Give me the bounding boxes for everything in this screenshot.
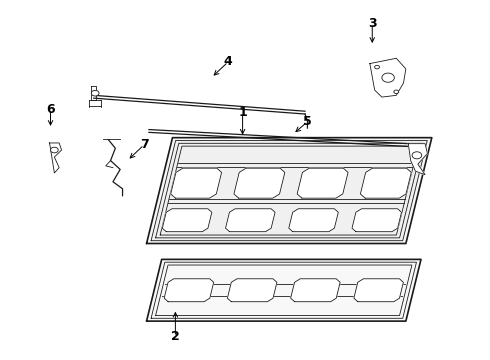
Polygon shape — [147, 138, 432, 243]
Circle shape — [382, 73, 394, 82]
Polygon shape — [289, 209, 338, 232]
Polygon shape — [225, 209, 275, 232]
Polygon shape — [227, 279, 277, 302]
Circle shape — [412, 152, 422, 159]
Text: 1: 1 — [238, 107, 247, 120]
Circle shape — [375, 66, 379, 69]
Polygon shape — [164, 279, 214, 302]
Polygon shape — [297, 168, 348, 198]
Polygon shape — [408, 144, 427, 175]
Polygon shape — [354, 279, 403, 302]
Text: 7: 7 — [140, 138, 148, 151]
Text: 4: 4 — [224, 55, 233, 68]
Polygon shape — [360, 168, 411, 198]
Polygon shape — [162, 209, 212, 232]
Polygon shape — [370, 58, 406, 97]
Polygon shape — [49, 143, 62, 173]
Polygon shape — [147, 259, 421, 321]
Circle shape — [91, 90, 99, 96]
Polygon shape — [291, 279, 340, 302]
Polygon shape — [234, 168, 285, 198]
Circle shape — [394, 90, 399, 94]
Text: 6: 6 — [46, 103, 55, 116]
Polygon shape — [151, 140, 427, 241]
Text: 3: 3 — [368, 17, 377, 30]
Polygon shape — [171, 168, 221, 198]
Text: 5: 5 — [303, 115, 312, 128]
Circle shape — [50, 147, 58, 153]
Text: 2: 2 — [171, 330, 180, 343]
Polygon shape — [352, 209, 401, 232]
